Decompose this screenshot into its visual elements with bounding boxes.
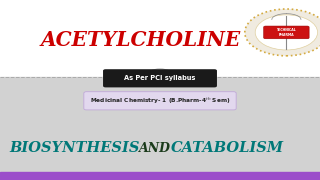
Text: ACETYLCHOLINE: ACETYLCHOLINE	[41, 30, 241, 50]
Circle shape	[255, 15, 317, 50]
Circle shape	[245, 9, 320, 56]
Text: Medicinal Chemistry- 1 (B.Pharm-4$^{th}$ Sem): Medicinal Chemistry- 1 (B.Pharm-4$^{th}$…	[90, 96, 230, 106]
FancyBboxPatch shape	[264, 26, 309, 39]
FancyBboxPatch shape	[103, 69, 217, 87]
Text: TECHNICAL
PHARMA: TECHNICAL PHARMA	[276, 28, 296, 37]
Bar	[0, 76, 320, 180]
FancyBboxPatch shape	[84, 92, 236, 110]
Circle shape	[147, 69, 173, 84]
Text: As Per PCI syllabus: As Per PCI syllabus	[124, 75, 196, 81]
Bar	[0, 0, 320, 76]
Text: AND: AND	[139, 142, 171, 155]
Text: CATABOLISM: CATABOLISM	[171, 141, 284, 156]
Bar	[0, 172, 320, 180]
Text: BIOSYNTHESIS: BIOSYNTHESIS	[10, 141, 140, 156]
